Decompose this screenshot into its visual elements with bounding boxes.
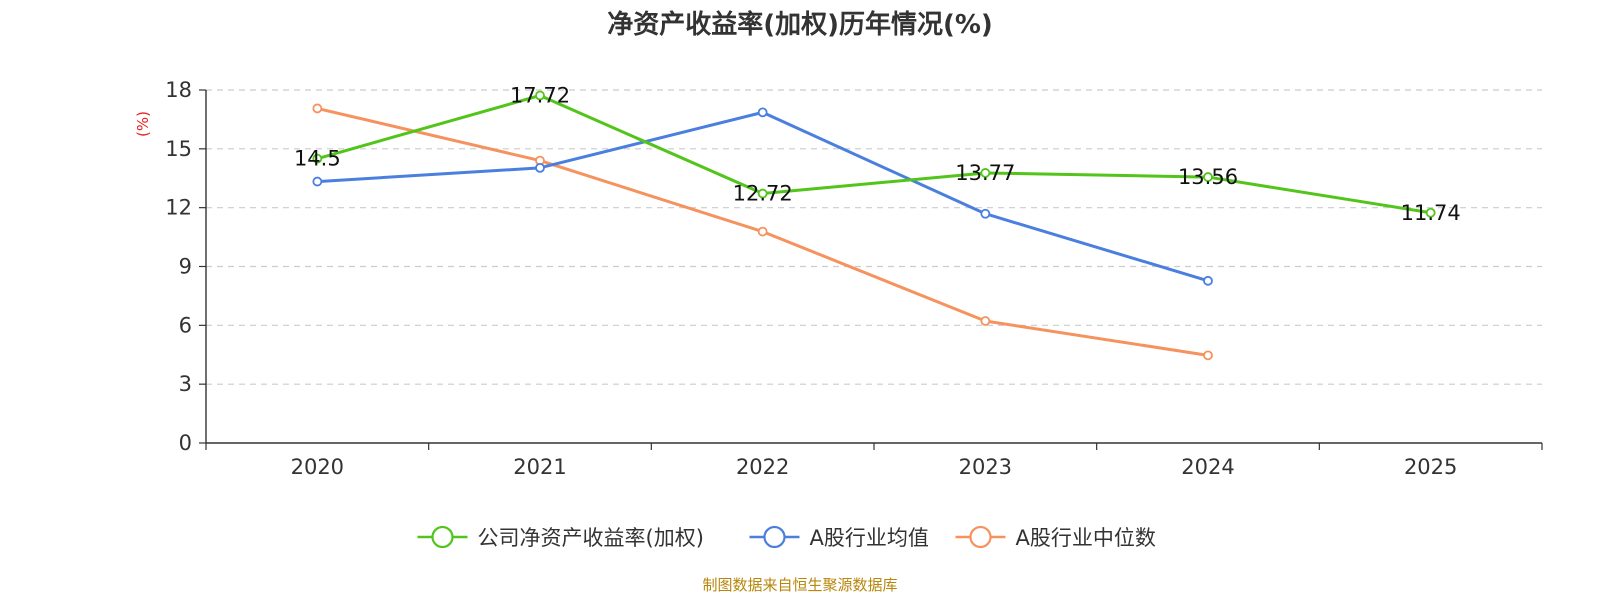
y-tick-label: 3 (179, 372, 192, 396)
data-label: 11.74 (1401, 201, 1461, 225)
legend-circle-marker (431, 525, 454, 549)
data-point[interactable] (980, 168, 991, 178)
y-tick-label: 18 (165, 78, 192, 102)
grid-lines (206, 89, 1542, 385)
data-point[interactable] (535, 162, 545, 173)
data-labels: 14.5 17.72 12.72 13.77 13.56 11.74 (294, 83, 1461, 224)
data-label: 13.77 (955, 161, 1015, 185)
legend-label: A股行业均值 (810, 526, 929, 550)
x-tick-label: 2022 (736, 455, 789, 479)
legend[interactable]: 公司净资产收益率(加权) A股行业均值 A股行业中位数 (417, 525, 1156, 550)
data-point[interactable] (535, 90, 545, 101)
x-tick-label: 2024 (1181, 455, 1234, 479)
data-point[interactable] (757, 226, 768, 237)
y-tick-label: 6 (179, 313, 192, 337)
axes: 0 3 6 9 12 15 18 2020 2021 2022 2023 2024 2025 (165, 78, 1543, 479)
x-tick-label: 2021 (513, 455, 566, 479)
y-tick-label: 15 (165, 137, 192, 161)
legend-circle-marker (969, 525, 992, 549)
y-tick-label: 12 (165, 196, 192, 220)
data-point[interactable] (980, 316, 991, 326)
y-tick-label: 0 (179, 431, 192, 455)
y-axis-label: (%) (134, 111, 152, 137)
data-point[interactable] (312, 176, 323, 187)
data-point[interactable] (1203, 350, 1213, 361)
data-point[interactable] (757, 188, 768, 199)
series-1 (312, 107, 1213, 286)
chart-title: 净资产收益率(加权)历年情况(%) (607, 9, 993, 40)
series-line (316, 93, 1431, 215)
legend-item-1[interactable]: A股行业均值 (749, 525, 929, 550)
data-label: 12.72 (733, 182, 793, 206)
data-point[interactable] (757, 107, 768, 118)
data-point[interactable] (312, 153, 323, 164)
x-tick-label: 2025 (1404, 455, 1457, 479)
data-point[interactable] (1203, 172, 1213, 182)
legend-item-2[interactable]: A股行业中位数 (955, 525, 1156, 550)
data-label: 17.72 (510, 83, 570, 107)
data-point[interactable] (1425, 207, 1436, 218)
legend-circle-marker (763, 525, 786, 549)
x-tick-label: 2020 (291, 455, 344, 479)
data-point[interactable] (312, 103, 323, 114)
legend-label: 公司净资产收益率(加权) (478, 526, 704, 550)
data-label: 13.56 (1178, 165, 1238, 189)
legend-label: A股行业中位数 (1016, 526, 1156, 550)
series-2 (312, 103, 1213, 361)
data-label: 14.5 (294, 147, 341, 171)
legend-item-0[interactable]: 公司净资产收益率(加权) (417, 525, 704, 550)
data-point[interactable] (1203, 275, 1213, 286)
data-point[interactable] (980, 208, 991, 219)
series-0 (312, 90, 1436, 218)
series-lines (312, 90, 1436, 361)
y-tick-label: 9 (179, 255, 192, 279)
source-note: 制图数据来自恒生聚源数据库 (702, 576, 897, 594)
x-tick-label: 2023 (959, 455, 1012, 479)
